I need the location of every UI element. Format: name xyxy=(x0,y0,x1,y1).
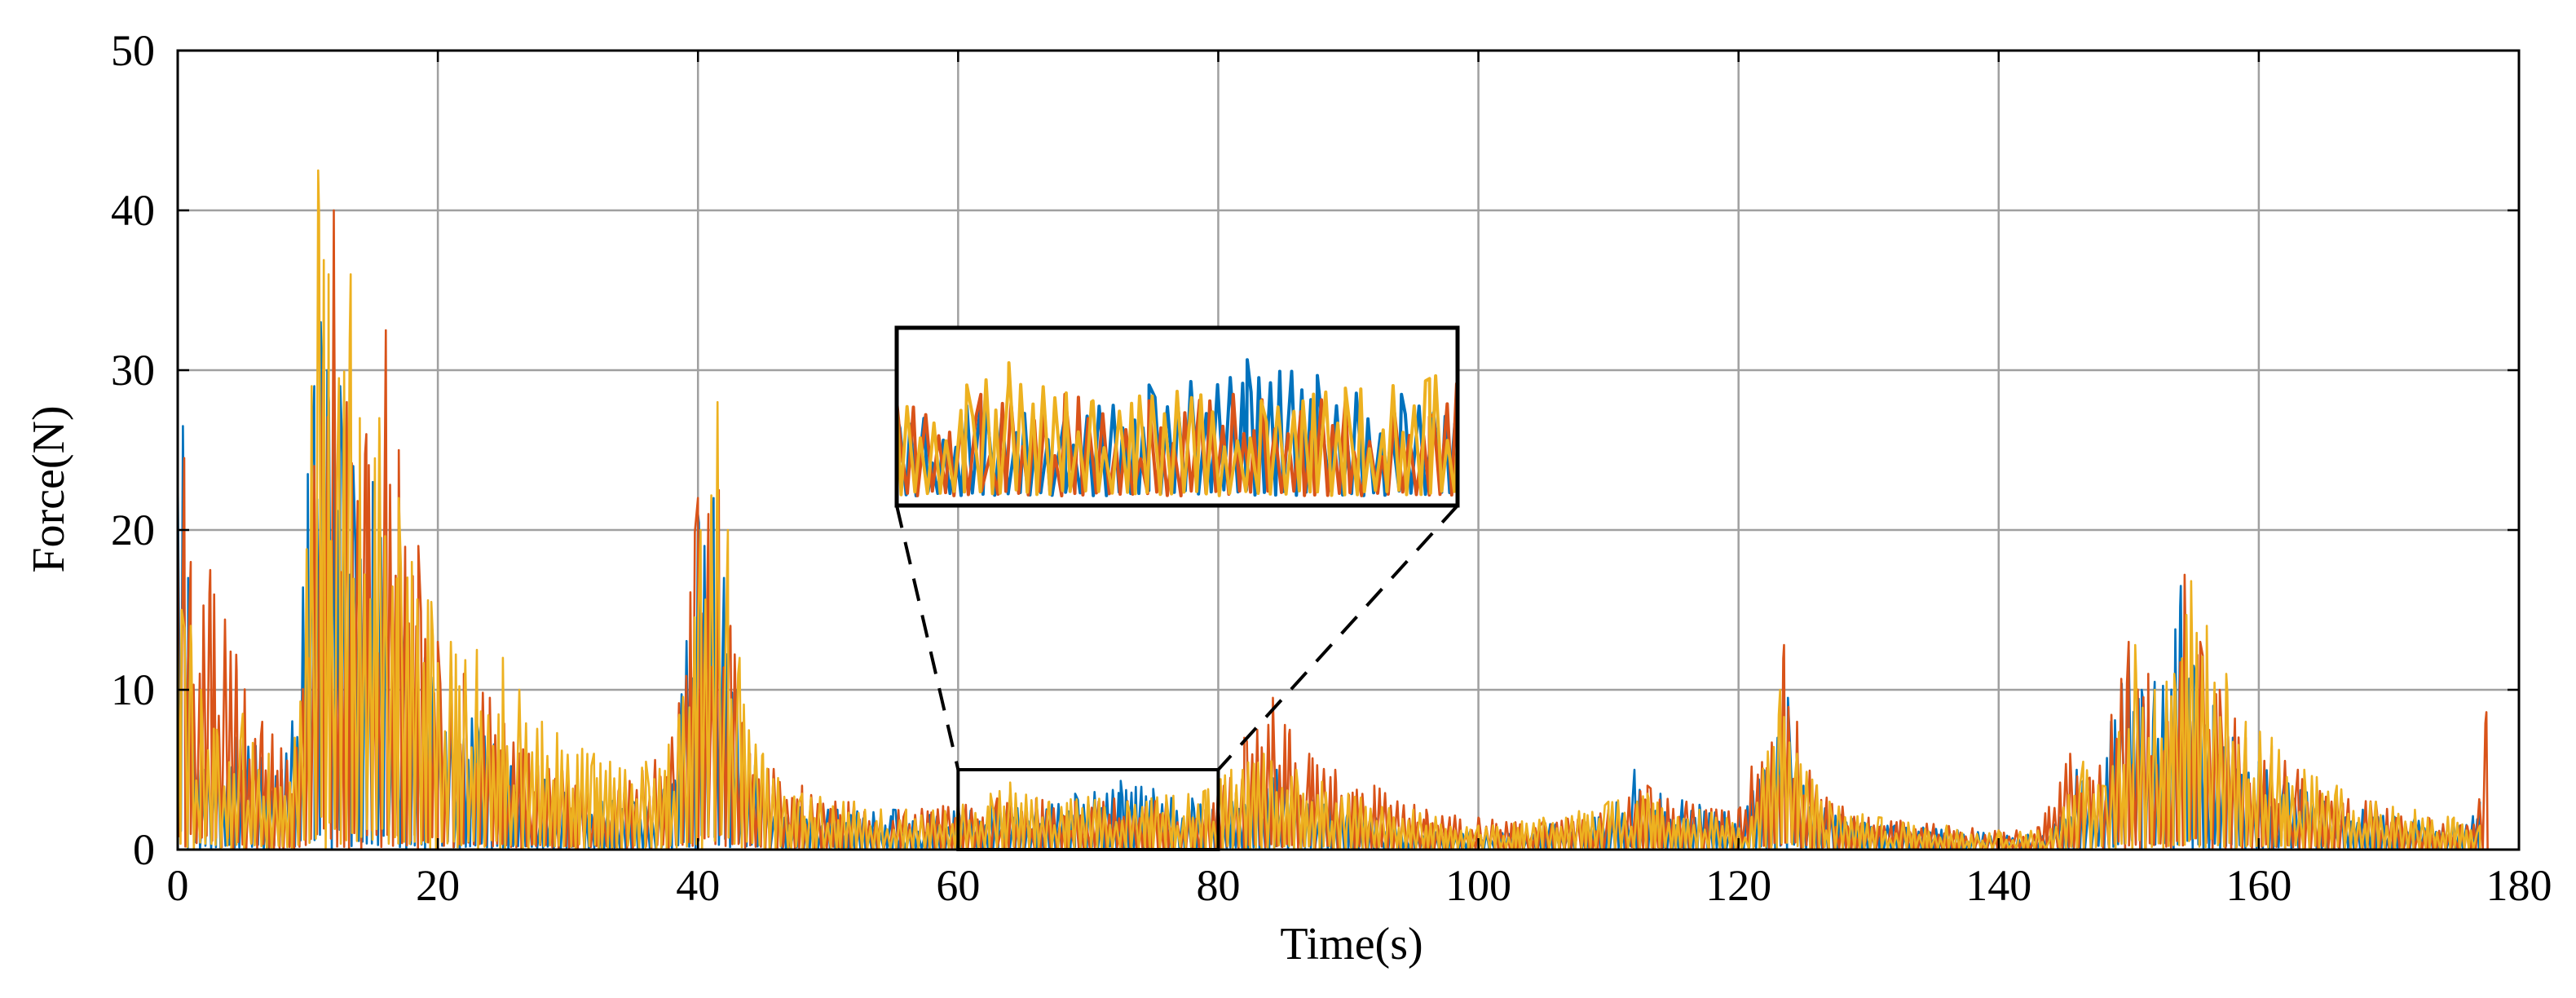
inset-series-line-1 xyxy=(897,358,1458,497)
x-tick-label: 80 xyxy=(1196,861,1240,910)
x-tick-label: 20 xyxy=(416,861,460,910)
zoom-connector-left xyxy=(895,505,960,771)
zoom-overlay xyxy=(894,325,1460,851)
inset-series-group xyxy=(897,358,1458,497)
x-tick-label: 40 xyxy=(676,861,720,910)
y-tick-label: 10 xyxy=(111,665,155,714)
zoom-connector-right xyxy=(1216,504,1459,771)
y-tick-label: 0 xyxy=(133,825,155,874)
y-tick-label: 40 xyxy=(111,186,155,235)
zoom-source-box xyxy=(956,768,1220,851)
plot-area-frame xyxy=(176,49,2521,851)
series-line-3 xyxy=(178,169,2481,850)
x-tick-label: 60 xyxy=(936,861,980,910)
x-tick-label: 180 xyxy=(2486,861,2552,910)
y-axis-label: Force(N) xyxy=(24,405,74,572)
x-tick-label: 100 xyxy=(1445,861,1511,910)
y-tick-label: 50 xyxy=(111,26,155,75)
inset-series-line-3 xyxy=(897,361,1458,497)
x-tick-label: 160 xyxy=(2225,861,2291,910)
x-tick-label: 120 xyxy=(1705,861,1771,910)
y-tick-label: 30 xyxy=(111,346,155,395)
x-tick-label: 140 xyxy=(1965,861,2031,910)
inset-frame xyxy=(894,325,1460,508)
x-tick-label: 0 xyxy=(167,861,189,910)
axis-ticks: 0 20 40 60 80 100 120 140 160 180 0 10 20 30 40 50 xyxy=(111,26,2552,910)
x-axis-label: Time(s) xyxy=(1280,919,1423,969)
y-tick-label: 20 xyxy=(111,506,155,554)
